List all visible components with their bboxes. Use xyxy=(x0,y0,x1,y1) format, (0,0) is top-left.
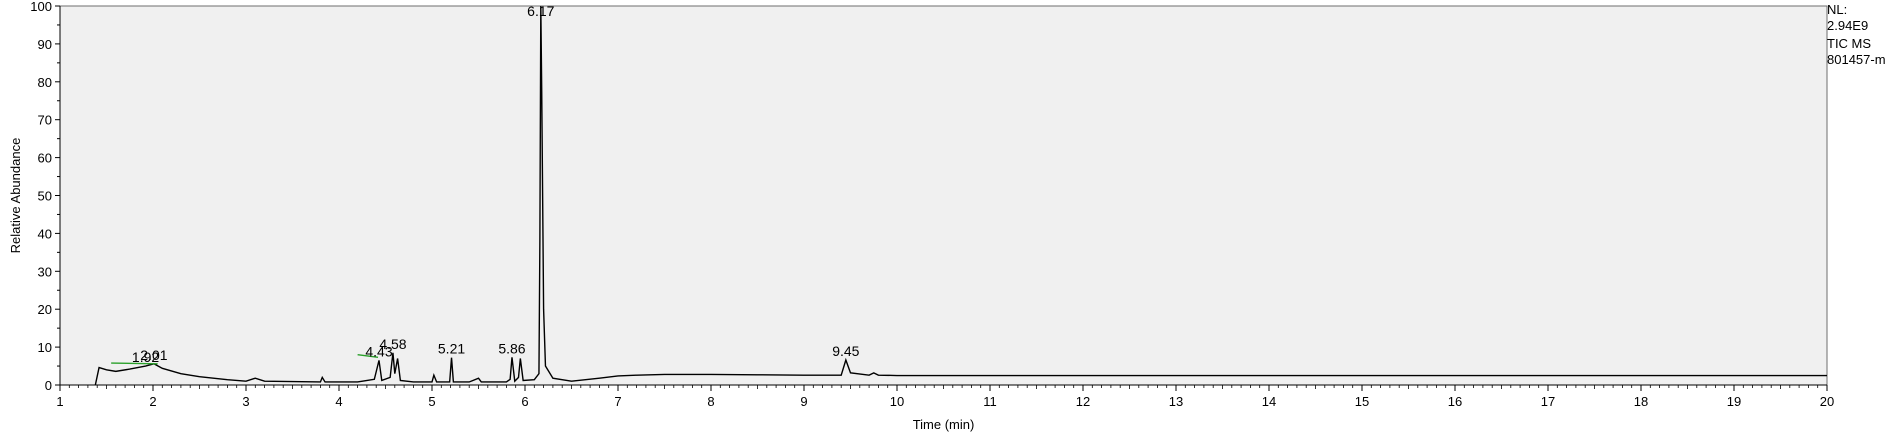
x-tick-label: 11 xyxy=(983,394,997,409)
y-tick-label: 10 xyxy=(38,340,52,355)
x-axis-title: Time (min) xyxy=(913,417,975,432)
peak-label: 6.17 xyxy=(527,3,554,19)
y-tick-label: 40 xyxy=(38,226,52,241)
peak-label: 4.58 xyxy=(379,336,406,352)
x-tick-label: 15 xyxy=(1355,394,1369,409)
y-tick-label: 100 xyxy=(30,0,52,14)
x-tick-label: 8 xyxy=(707,394,714,409)
y-axis-title: Relative Abundance xyxy=(8,138,23,254)
x-tick-label: 9 xyxy=(800,394,807,409)
x-tick-label: 5 xyxy=(428,394,435,409)
peak-label: 9.45 xyxy=(832,343,859,359)
x-tick-label: 3 xyxy=(242,394,249,409)
peak-label: 4.43 xyxy=(365,343,392,359)
x-tick-label: 20 xyxy=(1820,394,1834,409)
x-tick-label: 7 xyxy=(614,394,621,409)
y-tick-label: 60 xyxy=(38,151,52,166)
peak-label: 1.92 xyxy=(132,349,159,365)
y-tick-label: 20 xyxy=(38,302,52,317)
x-tick-label: 14 xyxy=(1262,394,1276,409)
x-tick-label: 13 xyxy=(1169,394,1183,409)
scan-filter-label: TIC MS xyxy=(1827,36,1872,51)
y-tick-label: 70 xyxy=(38,113,52,128)
peak-label: 5.21 xyxy=(438,341,465,357)
y-tick-label: 80 xyxy=(38,75,52,90)
x-tick-label: 1 xyxy=(56,394,63,409)
normalization-level-value: 2.94E9 xyxy=(1827,18,1869,33)
x-tick-label: 12 xyxy=(1076,394,1090,409)
x-tick-label: 10 xyxy=(890,394,904,409)
tic-trace-line xyxy=(94,5,1827,386)
peak-label: 2.01 xyxy=(140,347,167,363)
x-tick-label: 6 xyxy=(521,394,528,409)
x-tick-label: 17 xyxy=(1541,394,1555,409)
normalization-level-label: NL: xyxy=(1827,2,1848,17)
file-name-label: 801457-m xyxy=(1827,52,1886,67)
y-tick-label: 50 xyxy=(38,189,52,204)
x-tick-label: 19 xyxy=(1727,394,1741,409)
x-tick-label: 18 xyxy=(1634,394,1648,409)
y-tick-label: 0 xyxy=(45,378,52,393)
baseline-markers xyxy=(111,353,379,365)
peak-label: 5.86 xyxy=(498,340,525,356)
x-tick-label: 4 xyxy=(335,394,342,409)
y-axis: 0 10 20 30 40 50 60 70 80 90 100 xyxy=(30,0,61,393)
baseline-segment xyxy=(111,362,158,365)
x-axis: 1 2 3 4 5 6 7 8 9 10 11 12 13 14 15 16 17 18 19 20 xyxy=(56,384,1834,409)
baseline-segment xyxy=(357,353,379,359)
x-tick-label: 2 xyxy=(149,394,156,409)
x-tick-label: 16 xyxy=(1448,394,1462,409)
plot-area xyxy=(59,5,1828,386)
y-tick-label: 90 xyxy=(38,37,52,52)
y-tick-label: 30 xyxy=(38,264,52,279)
peak-labels: 1.922.01 4.434.58 5.21 5.86 6.17 9.45 xyxy=(132,3,860,365)
